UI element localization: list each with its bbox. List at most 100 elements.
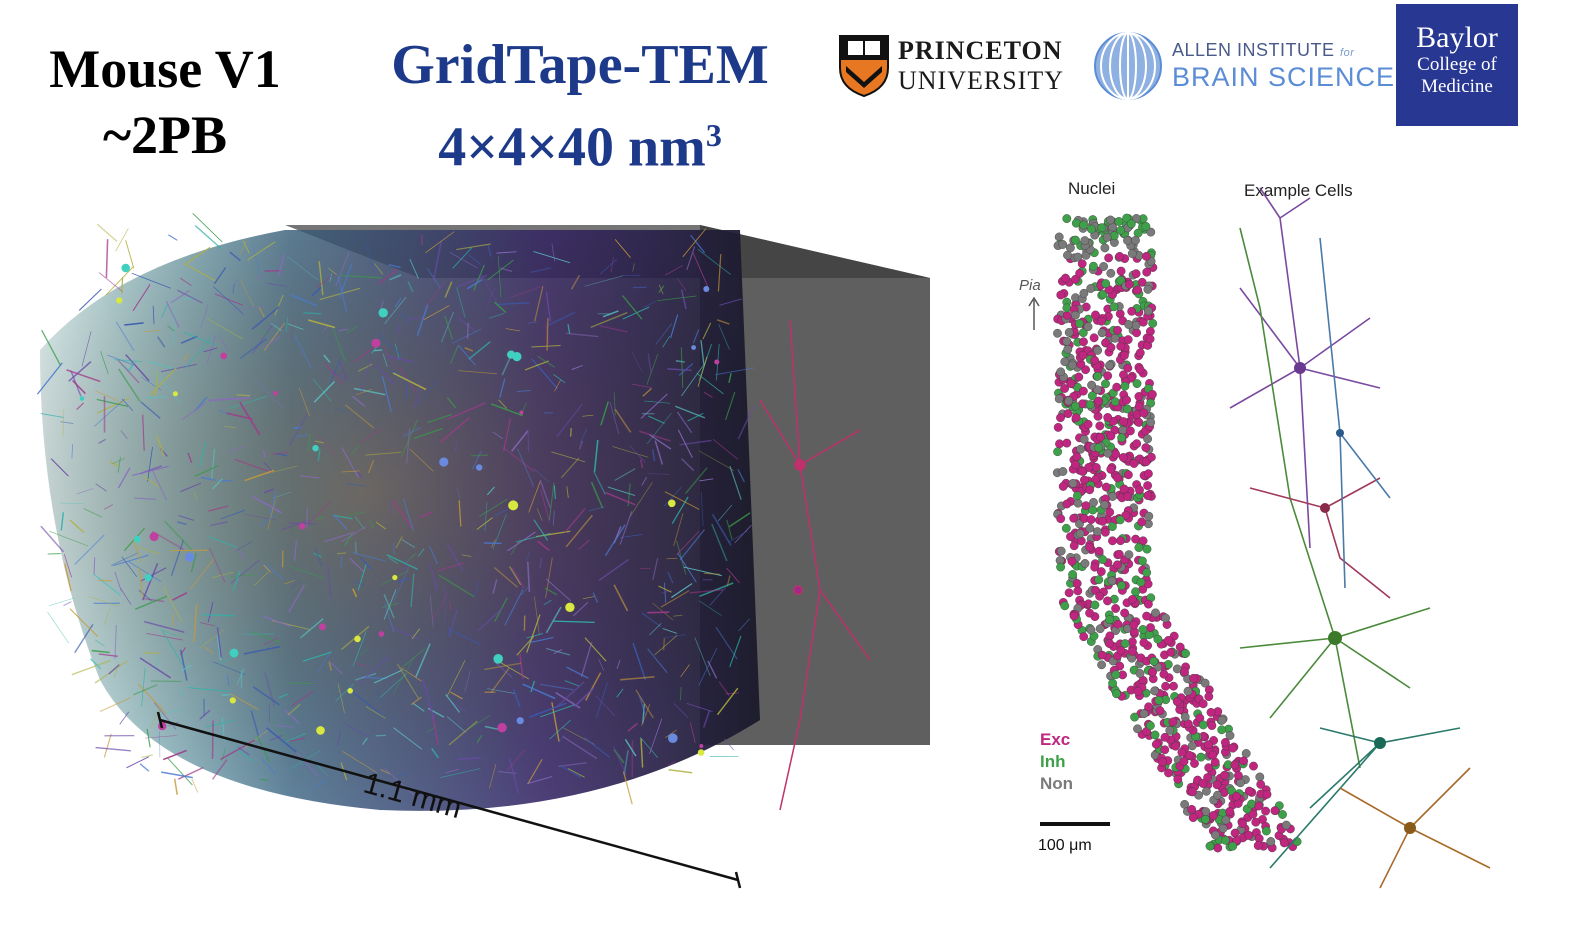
nucleus-dot bbox=[1102, 233, 1112, 242]
nucleus-dot bbox=[1198, 779, 1208, 788]
neurite-stroke bbox=[536, 508, 543, 521]
neurite-stroke bbox=[349, 557, 365, 573]
nucleus-dot bbox=[1198, 699, 1208, 709]
neurite-stroke bbox=[163, 586, 183, 623]
nucleus-dot bbox=[1111, 604, 1121, 613]
neurite-stroke bbox=[690, 234, 706, 254]
neurite-stroke bbox=[287, 323, 304, 330]
neurite-stroke bbox=[69, 608, 99, 637]
nucleus-dot bbox=[1089, 261, 1098, 271]
nucleus-dot bbox=[1071, 310, 1080, 320]
neurite-stroke bbox=[673, 513, 684, 547]
neurite-stroke bbox=[76, 488, 94, 495]
neurite-stroke bbox=[243, 645, 281, 655]
nucleus-dot bbox=[1171, 741, 1181, 751]
neurite-stroke bbox=[534, 286, 544, 322]
nucleus-dot bbox=[1080, 559, 1090, 568]
neurite-stroke bbox=[485, 287, 496, 310]
neurite-stroke bbox=[98, 272, 124, 293]
neurite-stroke bbox=[717, 253, 722, 292]
cell-green-soma bbox=[1328, 631, 1342, 645]
neurite-stroke bbox=[112, 457, 126, 465]
neurite-stroke bbox=[583, 737, 611, 758]
neurite-stroke bbox=[556, 404, 583, 438]
neurite-stroke bbox=[260, 778, 269, 782]
neurite-stroke bbox=[392, 657, 415, 695]
neurite-stroke bbox=[236, 668, 245, 685]
neurite-stroke bbox=[582, 414, 594, 417]
neurite-stroke bbox=[251, 306, 280, 330]
nucleus-dot bbox=[1067, 556, 1077, 566]
neurite-stroke bbox=[474, 581, 480, 597]
neurite-stroke bbox=[341, 470, 360, 473]
neurite-stroke bbox=[614, 468, 636, 481]
neurite-stroke bbox=[680, 686, 682, 701]
nucleus-dot bbox=[1204, 740, 1214, 750]
nuclei-cells-figure: Nuclei Example Cells Pia Exc Inh Non 100… bbox=[1019, 179, 1491, 889]
neurite-stroke bbox=[428, 545, 438, 565]
neurite-stroke bbox=[702, 322, 712, 340]
nucleus-dot bbox=[1196, 752, 1206, 762]
neurite-stroke bbox=[355, 388, 373, 396]
nucleus-dot bbox=[1203, 773, 1213, 782]
nucleus-dot bbox=[1062, 336, 1072, 346]
neurite-stroke bbox=[584, 637, 607, 662]
neurite-stroke bbox=[41, 329, 61, 366]
nucleus-dot bbox=[1270, 806, 1280, 816]
neurite-stroke bbox=[643, 301, 657, 308]
nucleus-dot bbox=[1056, 413, 1065, 423]
nucleus-dot bbox=[1063, 409, 1073, 419]
neurite-stroke bbox=[147, 446, 153, 482]
neurite-stroke bbox=[230, 306, 268, 311]
neurite-stroke bbox=[335, 252, 350, 287]
neurite-stroke bbox=[457, 757, 481, 760]
neurite-stroke bbox=[180, 335, 198, 344]
neurite-stroke bbox=[341, 525, 367, 543]
neurite-stroke bbox=[154, 371, 181, 405]
neurite-stroke bbox=[162, 749, 187, 761]
nucleus-dot bbox=[1200, 815, 1210, 824]
neurite-stroke bbox=[412, 702, 425, 712]
neurite-stroke bbox=[288, 413, 308, 447]
nucleus-dot bbox=[1238, 819, 1247, 828]
neurite-stroke bbox=[352, 395, 366, 407]
nucleus-dot bbox=[1266, 837, 1276, 846]
nucleus-dot bbox=[1053, 328, 1062, 338]
nucleus-dot bbox=[1114, 549, 1124, 559]
neurite-stroke bbox=[273, 491, 292, 499]
neurite-stroke bbox=[612, 446, 649, 458]
soma-marker bbox=[378, 631, 385, 637]
soma-marker bbox=[273, 390, 278, 396]
neurite-stroke bbox=[531, 358, 558, 390]
neurite-stroke bbox=[638, 695, 647, 716]
nucleus-dot bbox=[1204, 763, 1214, 773]
neurite-stroke bbox=[230, 559, 260, 584]
neurite-stroke bbox=[640, 738, 644, 768]
neurite-stroke bbox=[250, 631, 280, 643]
neurite-stroke bbox=[154, 371, 159, 397]
nucleus-dot bbox=[1120, 351, 1129, 360]
nucleus-dot bbox=[1108, 536, 1117, 546]
neurite-stroke bbox=[103, 733, 112, 758]
neurite-stroke bbox=[152, 305, 155, 325]
soma-marker bbox=[229, 648, 239, 658]
nucleus-dot bbox=[1101, 527, 1110, 537]
neurite-stroke bbox=[737, 469, 745, 483]
nucleus-dot bbox=[1244, 831, 1254, 840]
neurite-stroke bbox=[718, 681, 730, 696]
nucleus-dot bbox=[1120, 608, 1130, 618]
neurite-stroke bbox=[492, 431, 503, 440]
neurite-stroke bbox=[154, 655, 159, 670]
neurite-stroke bbox=[469, 714, 491, 729]
neurite-stroke bbox=[632, 642, 647, 680]
neurite-stroke bbox=[200, 303, 209, 329]
nucleus-dot bbox=[1079, 288, 1089, 298]
nucleus-dot bbox=[1141, 443, 1151, 452]
neurite-stroke bbox=[40, 525, 65, 553]
neurite-stroke bbox=[132, 684, 158, 696]
nucleus-dot bbox=[1116, 341, 1126, 351]
neurite-stroke bbox=[311, 286, 322, 297]
neurite-stroke bbox=[324, 531, 355, 543]
neurite-stroke bbox=[509, 758, 519, 794]
neurite-stroke bbox=[649, 718, 663, 755]
